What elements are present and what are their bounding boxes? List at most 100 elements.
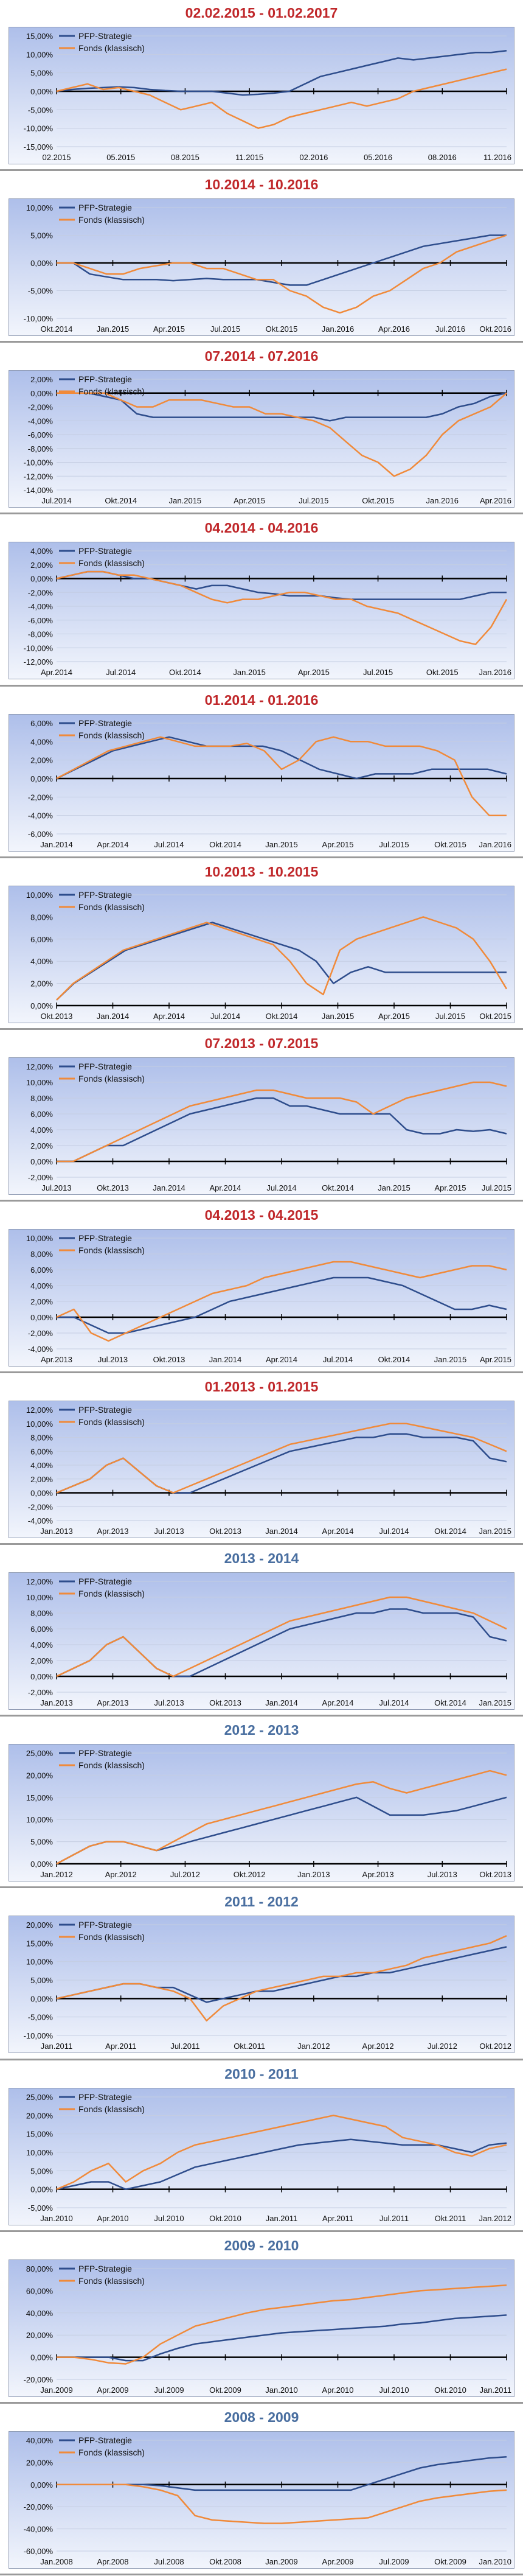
series-line-strategy — [57, 1097, 507, 1163]
legend-label: Fonds (klassisch) — [78, 387, 145, 396]
x-tick-label: Jul.2009 — [154, 2385, 184, 2395]
x-tick-label: Okt.2014 — [209, 840, 241, 849]
y-tick-label: -4,00% — [28, 602, 54, 611]
chart-panel: 2013 - 2014 12,00% 10,00% 8,00% 6,00% 4,00% 2,… — [0, 1545, 523, 1717]
x-tick-label: Jan.2015 — [479, 1527, 512, 1536]
y-tick-label: 0,00% — [30, 2185, 53, 2194]
y-tick-label: 5,00% — [30, 231, 53, 240]
x-tick-label: Okt.2008 — [209, 2557, 241, 2566]
y-tick-label: 8,00% — [30, 1250, 53, 1259]
x-tick-label: Okt.2010 — [434, 2385, 466, 2395]
x-tick-label: Jan.2012 — [479, 2214, 512, 2223]
x-tick-label: Jan.2008 — [40, 2557, 73, 2566]
legend: PFP-Strategie Fonds (klassisch) — [59, 1920, 145, 1942]
line-chart: 25,00%20,00%15,00%10,00%5,00%0,00%Jan.20… — [26, 1748, 511, 1879]
y-tick-label: 0,00% — [30, 1157, 53, 1166]
y-tick-label: -6,00% — [28, 616, 54, 625]
x-tick-label: Jan.2011 — [41, 2042, 73, 2051]
x-tick-label: Jan.2015 — [378, 1183, 410, 1192]
x-tick-label: Okt.2011 — [435, 2214, 466, 2223]
y-tick-label: 4,00% — [30, 1125, 53, 1135]
x-tick-label: Okt.2014 — [105, 496, 137, 505]
x-tick-label: Apr.2014 — [266, 1355, 297, 1364]
y-tick-label: 6,00% — [30, 1265, 53, 1275]
y-tick-label: 60,00% — [26, 2286, 54, 2295]
x-tick-label: Okt.2015 — [426, 668, 459, 677]
chart-title: 2013 - 2014 — [224, 1550, 299, 1567]
x-tick-label: Okt.2009 — [209, 2385, 241, 2395]
y-tick-label: 10,00% — [26, 1958, 54, 1967]
y-tick-label: -2,00% — [28, 1688, 54, 1697]
x-tick-label: Jan.2014 — [265, 1527, 298, 1536]
chart-panel: 04.2014 - 04.2016 4,00% 2,00% 0,00% -2,00% -4… — [0, 515, 523, 687]
series-line-strategy — [56, 736, 507, 779]
x-tick-label: Apr.2014 — [97, 840, 128, 849]
y-tick-label: 2,00% — [30, 1297, 53, 1306]
y-tick-label: 2,00% — [30, 1656, 53, 1665]
series-line-fund — [57, 1081, 507, 1163]
y-tick-label: -2,00% — [28, 1329, 54, 1338]
y-tick-label: 20,00% — [26, 1920, 54, 1930]
chart-panel: 02.02.2015 - 01.02.2017 15,00% 10,00% 5,00%… — [0, 0, 523, 172]
y-tick-label: 6,00% — [30, 934, 53, 943]
y-tick-label: -15,00% — [24, 142, 54, 152]
x-tick-label: 05.2015 — [106, 153, 135, 162]
y-tick-label: 10,00% — [26, 50, 54, 59]
y-tick-label: 0,00% — [30, 1313, 53, 1322]
panel-separator — [0, 2230, 523, 2232]
chart-frame: 10,00% 8,00% 6,00% 4,00% 2,00% 0,00% Okt.2013 J… — [9, 885, 514, 1023]
x-tick-label: 11.2016 — [483, 153, 511, 162]
legend-label: Fonds (klassisch) — [78, 2104, 145, 2114]
y-tick-label: -5,00% — [28, 2203, 54, 2213]
chart-frame: 12,00% 10,00% 8,00% 6,00% 4,00% 2,00% 0,00% -2,… — [9, 1057, 514, 1195]
legend: PFP-Strategie Fonds (klassisch) — [59, 203, 145, 225]
legend: PFP-Strategie Fonds (klassisch) — [59, 1577, 145, 1598]
x-tick-label: Apr.2014 — [322, 1527, 353, 1536]
x-tick-label: Okt.2014 — [266, 1012, 298, 1021]
legend-label: Fonds (klassisch) — [78, 902, 145, 912]
y-tick-label: 10,00% — [26, 1078, 54, 1087]
x-tick-label: Jul.2014 — [379, 1698, 409, 1707]
legend-label: PFP-Strategie — [78, 374, 132, 384]
y-tick-label: 12,00% — [26, 1577, 54, 1586]
legend: PFP-Strategie Fonds (klassisch) — [59, 2435, 145, 2457]
y-tick-label: 6,00% — [30, 719, 53, 728]
line-chart: 10,00% 5,00% 0,00% -5,00% -10,00%Okt.2014 Jan… — [24, 203, 511, 334]
legend-label: PFP-Strategie — [78, 2092, 132, 2102]
panel-separator — [0, 684, 523, 687]
series-line-fund — [56, 68, 507, 129]
x-tick-label: Apr.2009 — [97, 2385, 128, 2395]
x-tick-label: Okt.2013 — [209, 1698, 241, 1707]
series-line-fund — [56, 571, 508, 646]
x-tick-label: Apr.2012 — [105, 1870, 137, 1879]
legend-label: PFP-Strategie — [78, 2264, 132, 2273]
y-tick-label: 0,00% — [30, 2353, 53, 2362]
chart-title: 04.2014 - 04.2016 — [204, 520, 319, 536]
panel-separator — [0, 2401, 523, 2404]
legend: PFP-Strategie Fonds (klassisch) — [59, 890, 145, 912]
legend-label: PFP-Strategie — [78, 1233, 132, 1243]
chart-title: 07.2014 - 07.2016 — [204, 348, 319, 365]
x-tick-label: Jan.2015 — [97, 324, 130, 334]
legend-label: Fonds (klassisch) — [78, 2276, 145, 2286]
x-tick-label: Okt.2013 — [479, 1870, 511, 1879]
chart-panel: 2010 - 2011 25,00% 20,00% 15,00% 10,00% 5,00%… — [0, 2061, 523, 2233]
x-tick-label: 05.2016 — [364, 153, 392, 162]
line-chart: 12,00% 10,00% 8,00% 6,00% 4,00% 2,00% 0,00% -2,… — [26, 1405, 512, 1536]
x-tick-label: Okt.2013 — [153, 1355, 185, 1364]
panel-separator — [0, 1543, 523, 1545]
chart-panel: 10.2013 - 10.2015 10,00% 8,00% 6,00% 4,00% 2,… — [0, 859, 523, 1031]
series-line-fund — [57, 2483, 507, 2524]
y-tick-label: 5,00% — [30, 1838, 53, 1847]
x-tick-label: 08.2016 — [428, 153, 457, 162]
chart-panel: 01.2013 - 01.2015 12,00% 10,00% 8,00% 6,00% 4… — [0, 1374, 523, 1545]
x-tick-label: Jan.2016 — [479, 840, 512, 849]
x-tick-label: Apr.2015 — [322, 840, 353, 849]
chart-frame: 20,00% 15,00% 10,00% 5,00% 0,00% -5,00% -10,00… — [9, 1916, 514, 2054]
x-tick-label: Jan.2010 — [265, 2385, 298, 2395]
panel-separator — [0, 2573, 523, 2575]
y-tick-label: -2,00% — [28, 1173, 54, 1182]
line-chart: 6,00%4,00%2,00%0,00%-2,00%-4,00%-6,00%Ja… — [28, 718, 512, 849]
series-line-fund — [57, 234, 507, 314]
series-line-strategy — [56, 921, 507, 1001]
